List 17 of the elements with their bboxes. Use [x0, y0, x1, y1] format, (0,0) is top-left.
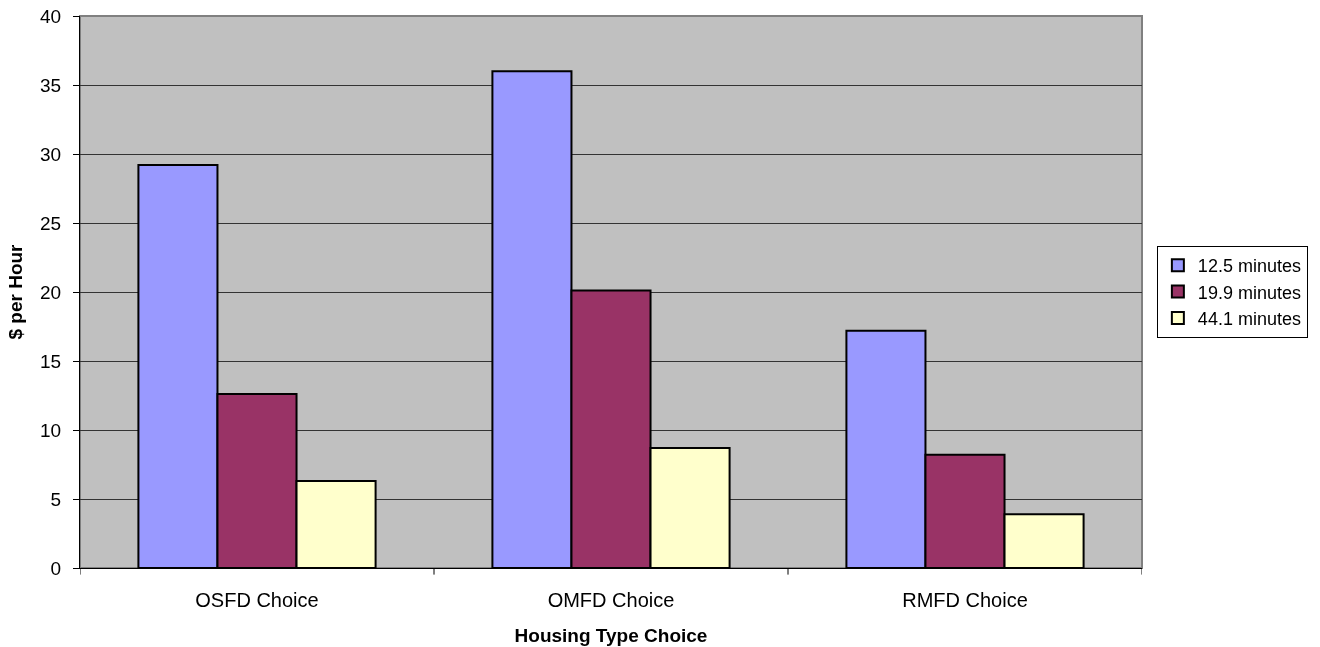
- y-tick-label: 0: [50, 557, 62, 579]
- legend-label: 44.1 minutes: [1197, 309, 1301, 330]
- x-axis-title: Housing Type Choice: [514, 624, 708, 646]
- y-tick-label: 40: [40, 5, 62, 27]
- y-tick-label: 30: [40, 143, 62, 165]
- legend-label: 19.9 minutes: [1197, 282, 1301, 303]
- y-tick-label: 35: [40, 74, 62, 96]
- y-tick-label: 5: [50, 488, 62, 510]
- x-tick-label: RMFD Choice: [902, 589, 1028, 611]
- y-tick-label: 25: [40, 212, 62, 234]
- y-tick-label: 20: [40, 281, 62, 303]
- y-tick-label: 10: [40, 419, 62, 441]
- y-axis-title: $ per Hour: [4, 243, 26, 340]
- y-tick-label: 15: [40, 350, 62, 372]
- legend-label: 12.5 minutes: [1197, 256, 1301, 277]
- x-tick-label: OMFD Choice: [547, 589, 675, 611]
- x-tick-label: OSFD Choice: [195, 589, 319, 611]
